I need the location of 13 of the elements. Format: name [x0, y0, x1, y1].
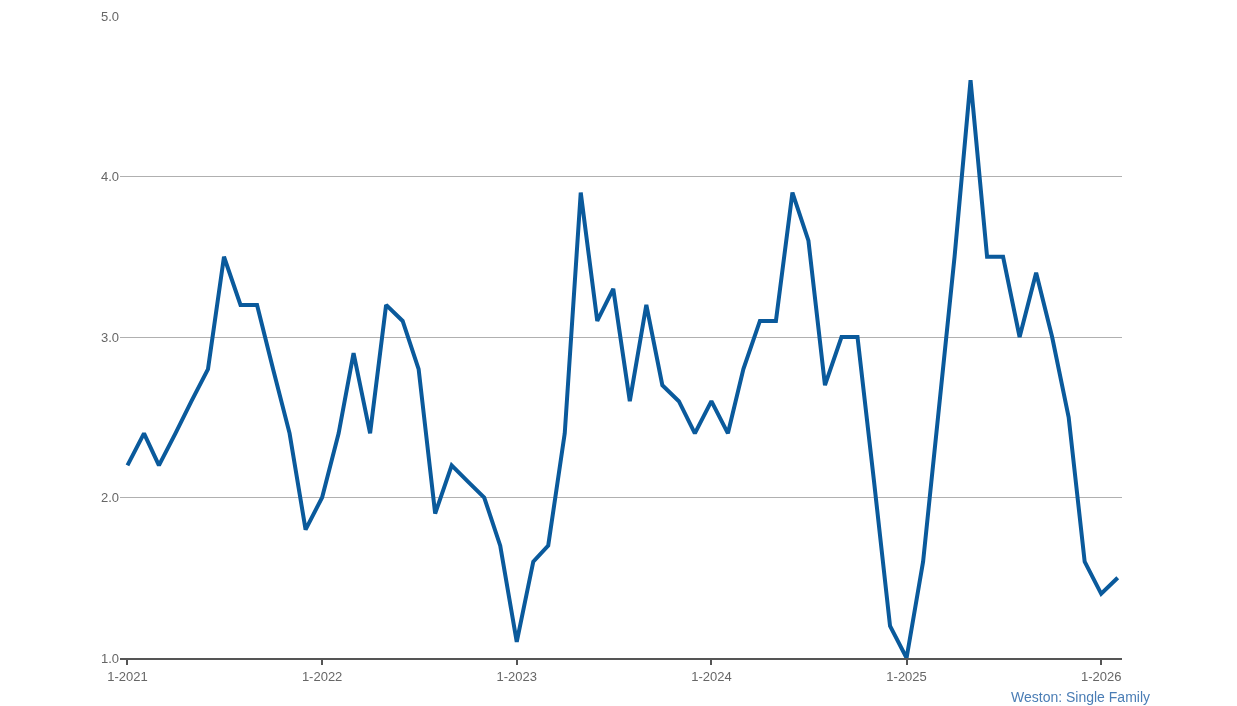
y-tick-label: 3.0 — [100, 329, 119, 345]
x-tick-label: 1-2021 — [107, 668, 148, 684]
x-tick-label: 1-2024 — [691, 668, 732, 684]
line-series — [125, 78, 1120, 658]
x-tick-label: 1-2023 — [496, 668, 537, 684]
x-tick-label: 1-2022 — [301, 668, 343, 684]
y-tick-label: 4.0 — [100, 169, 119, 185]
y-tick-label: 1.0 — [100, 650, 119, 666]
y-tick-label: 5.0 — [100, 8, 119, 24]
text: Weston: Single Family — [1011, 689, 1151, 705]
x-tick-label: 1-2025 — [886, 668, 927, 684]
y-tick-label: 2.0 — [100, 490, 119, 506]
x-tick-label: 1-2026 — [1080, 668, 1122, 684]
